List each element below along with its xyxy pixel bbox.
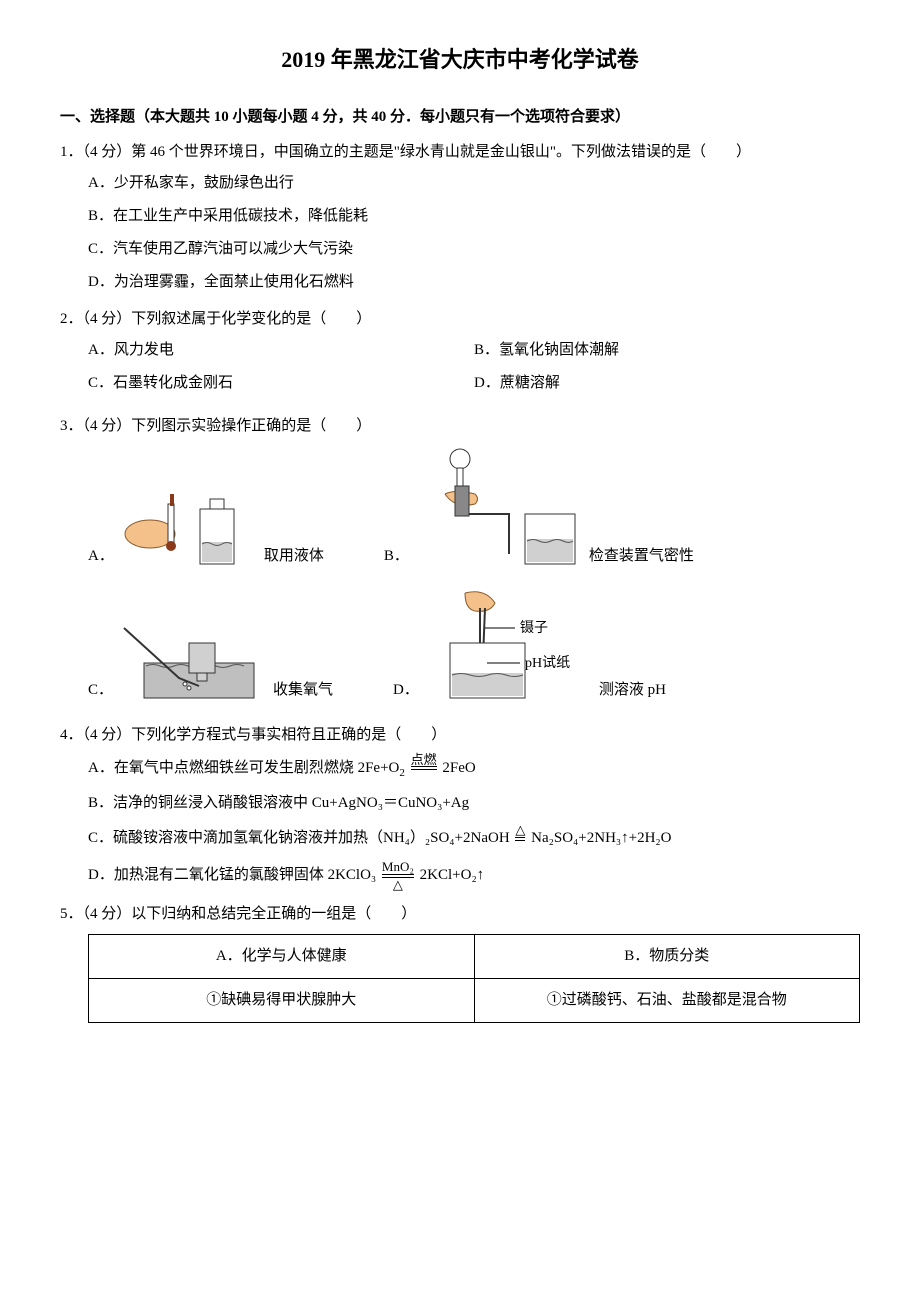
q4-a-post: 2FeO [442, 760, 475, 776]
q4-d-pre: D．加热混有二氧化锰的氯酸钾固体 2KClO₃ [88, 867, 376, 883]
q4-c-pre: C．硫酸铵溶液中滴加氢氧化钠溶液并加热（NH₄）₂SO₄+2NaOH [88, 830, 510, 846]
question-5: 5．（4 分）以下归纳和总结完全正确的一组是（ ） A．化学与人体健康 B．物质… [60, 901, 860, 1023]
q4-d-post: 2KCl+O₂↑ [420, 867, 485, 883]
q3-a-figure [120, 464, 260, 574]
q3-d-figure: 镊子 pH试纸 [425, 588, 595, 708]
q3-a-caption: 取用液体 [264, 543, 324, 574]
q4-a-pre: A．在氧气中点燃细铁丝可发生剧烈燃烧 2Fe+O [88, 760, 399, 776]
q5-table-r2c1: ①缺碘易得甲状腺肿大 [89, 979, 475, 1023]
q1-option-d: D．为治理雾霾，全面禁止使用化石燃料 [88, 269, 860, 296]
question-4: 4．（4 分）下列化学方程式与事实相符且正确的是（ ） A．在氧气中点燃细铁丝可… [60, 722, 860, 892]
question-2: 2．（4 分）下列叙述属于化学变化的是（ ） A．风力发电 B．氢氧化钠固体潮解… [60, 306, 860, 403]
q3-b-caption: 检查装置气密性 [589, 543, 694, 574]
q2-option-a: A．风力发电 [88, 337, 474, 364]
q2-option-c: C．石墨转化成金刚石 [88, 370, 474, 397]
q1-option-a: A．少开私家车，鼓励绿色出行 [88, 170, 860, 197]
page-title: 2019 年黑龙江省大庆市中考化学试卷 [60, 40, 860, 80]
q5-table: A．化学与人体健康 B．物质分类 ①缺碘易得甲状腺肿大 ①过磷酸钙、石油、盐酸都… [88, 934, 860, 1023]
q3-c-letter: C． [88, 677, 113, 708]
q4-option-d: D．加热混有二氧化锰的氯酸钾固体 2KClO₃ MnO₂ △ 2KCl+O₂↑ [88, 860, 860, 891]
q3-c-figure [119, 608, 269, 708]
q5-table-r1c2: B．物质分类 [474, 935, 860, 979]
q4-option-a: A．在氧气中点燃细铁丝可发生剧烈燃烧 2Fe+O2 点燃 2FeO [88, 753, 860, 784]
q3-a-letter: A． [88, 543, 114, 574]
q5-stem: 5．（4 分）以下归纳和总结完全正确的一组是（ ） [60, 901, 860, 928]
q3-d-letter: D． [393, 677, 419, 708]
q1-option-c: C．汽车使用乙醇汽油可以减少大气污染 [88, 236, 860, 263]
q3-d-label-tweezers: 镊子 [520, 620, 548, 636]
q3-c-caption: 收集氧气 [273, 677, 333, 708]
q4-option-b: B．洁净的铜丝浸入硝酸银溶液中 Cu+AgNO₃＝CuNO₃+Ag [88, 790, 860, 817]
q4-a-cond: 点燃 [411, 753, 437, 784]
q1-stem: 1．（4 分）第 46 个世界环境日，中国确立的主题是"绿水青山就是金山银山"。… [60, 139, 860, 166]
q2-option-d: D．蔗糖溶解 [474, 370, 860, 397]
q3-d-caption: 测溶液 pH [599, 677, 666, 708]
q5-table-r1c1: A．化学与人体健康 [89, 935, 475, 979]
q3-b-letter: B． [384, 543, 409, 574]
question-1: 1．（4 分）第 46 个世界环境日，中国确立的主题是"绿水青山就是金山银山"。… [60, 139, 860, 296]
q1-option-b: B．在工业生产中采用低碳技术，降低能耗 [88, 203, 860, 230]
q2-stem: 2．（4 分）下列叙述属于化学变化的是（ ） [60, 306, 860, 333]
q5-table-r2c2: ①过磷酸钙、石油、盐酸都是混合物 [474, 979, 860, 1023]
q2-option-b: B．氢氧化钠固体潮解 [474, 337, 860, 364]
q3-b-figure [415, 444, 585, 574]
q3-stem: 3．（4 分）下列图示实验操作正确的是（ ） [60, 413, 860, 440]
q4-c-post: Na₂SO₄+2NH₃↑+2H₂O [531, 830, 671, 846]
question-3: 3．（4 分）下列图示实验操作正确的是（ ） A． 取用液体 B． [60, 413, 860, 708]
q4-option-c: C．硫酸铵溶液中滴加氢氧化钠溶液并加热（NH₄）₂SO₄+2NaOH △ Na₂… [88, 823, 860, 854]
q3-d-label-ph: pH试纸 [525, 655, 570, 671]
q4-c-cond: △ [515, 823, 525, 854]
q4-d-cond: MnO₂ △ [382, 860, 414, 891]
q4-stem: 4．（4 分）下列化学方程式与事实相符且正确的是（ ） [60, 722, 860, 749]
section-header: 一、选择题（本大题共 10 小题每小题 4 分，共 40 分．每小题只有一个选项… [60, 104, 860, 131]
